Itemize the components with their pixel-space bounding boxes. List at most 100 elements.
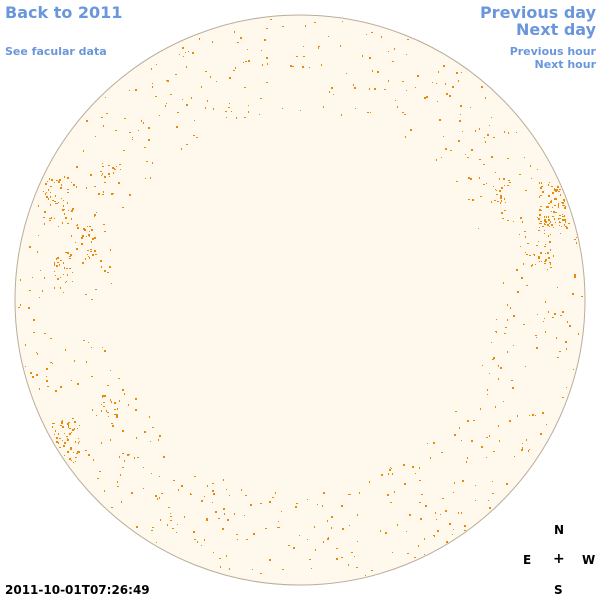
facula-point: [152, 86, 153, 88]
back-to-year-link[interactable]: Back to 2011: [5, 3, 123, 22]
facula-point: [493, 357, 495, 359]
facula-point: [397, 524, 398, 526]
facula-point: [46, 368, 48, 370]
facula-point: [58, 202, 59, 203]
facula-point: [89, 226, 91, 227]
facula-point: [576, 242, 577, 244]
facula-point: [85, 450, 87, 451]
facula-point: [72, 208, 74, 210]
facula-point: [492, 359, 494, 360]
facula-point: [547, 224, 549, 225]
facula-point: [377, 71, 379, 73]
facula-point: [545, 331, 546, 333]
next-day-link[interactable]: Next day: [516, 20, 596, 39]
facula-point: [138, 130, 139, 131]
facula-point: [193, 135, 195, 136]
facula-point: [417, 75, 419, 77]
facula-point: [535, 415, 536, 416]
facula-point: [318, 47, 319, 49]
facula-point: [499, 178, 500, 180]
facula-point: [115, 130, 117, 131]
facula-point: [267, 63, 268, 65]
facula-point: [442, 498, 444, 499]
next-hour-link[interactable]: Next hour: [534, 58, 597, 71]
facula-point: [205, 71, 207, 72]
facula-point: [468, 199, 470, 200]
facula-point: [70, 449, 72, 450]
facula-point: [107, 272, 109, 273]
facula-point: [76, 248, 78, 250]
facula-point: [437, 101, 438, 102]
facula-point: [204, 539, 205, 541]
facula-point: [450, 150, 452, 151]
facula-point: [522, 443, 523, 444]
facula-point: [77, 227, 79, 229]
facula-point: [78, 451, 80, 453]
facula-point: [60, 260, 62, 261]
facula-point: [70, 447, 72, 449]
facula-point: [89, 257, 90, 259]
facula-point: [86, 187, 87, 189]
facula-point: [33, 332, 35, 333]
facula-point: [277, 527, 279, 528]
facula-point: [43, 191, 44, 192]
facula-point: [418, 545, 419, 547]
facula-point: [519, 234, 520, 235]
facula-point: [143, 467, 144, 468]
facula-point: [578, 333, 579, 335]
facula-point: [63, 262, 64, 264]
facula-point: [67, 177, 69, 179]
facula-point: [190, 493, 191, 495]
previous-day-link[interactable]: Previous day: [479, 3, 596, 22]
facula-point: [114, 414, 116, 415]
facula-point: [478, 228, 479, 229]
facula-point: [119, 456, 120, 458]
facula-point: [321, 64, 322, 66]
facula-point: [104, 231, 106, 232]
facula-point: [452, 534, 453, 535]
facula-point: [565, 226, 567, 227]
facula-point: [269, 501, 271, 503]
facula-point: [300, 110, 301, 111]
facula-point: [59, 438, 61, 439]
see-facular-data-link[interactable]: See facular data: [5, 45, 107, 58]
facula-point: [236, 534, 238, 535]
facula-point: [62, 426, 64, 428]
facula-point: [512, 387, 514, 389]
facula-point: [516, 132, 517, 133]
facula-point: [504, 210, 506, 211]
facula-point: [270, 19, 272, 20]
facula-point: [74, 360, 75, 362]
compass-east: E: [523, 553, 532, 567]
facula-point: [505, 202, 506, 203]
facula-point: [489, 435, 490, 437]
facula-point: [482, 365, 483, 366]
facula-point: [552, 207, 553, 208]
facula-point: [83, 340, 85, 341]
facula-point: [160, 519, 161, 521]
facula-point: [192, 52, 194, 54]
facula-point: [454, 482, 455, 484]
facula-point: [486, 437, 488, 438]
facula-point: [288, 545, 290, 546]
facula-point: [124, 460, 125, 462]
previous-hour-link[interactable]: Previous hour: [509, 45, 596, 58]
facula-point: [552, 192, 554, 194]
facula-point: [110, 370, 111, 371]
facula-point: [365, 575, 366, 576]
facula-point: [548, 235, 549, 237]
facula-point: [424, 554, 425, 555]
facula-point: [305, 25, 306, 27]
facula-point: [529, 415, 530, 416]
facula-point: [30, 372, 32, 374]
facula-point: [461, 512, 462, 514]
facula-point: [194, 539, 196, 540]
facula-point: [441, 452, 443, 453]
facula-point: [540, 223, 541, 224]
facula-point: [419, 502, 421, 503]
facula-point: [554, 205, 556, 206]
facula-point: [77, 383, 79, 385]
facula-point: [546, 424, 547, 425]
facula-point: [260, 503, 262, 504]
facula-point: [542, 412, 544, 414]
